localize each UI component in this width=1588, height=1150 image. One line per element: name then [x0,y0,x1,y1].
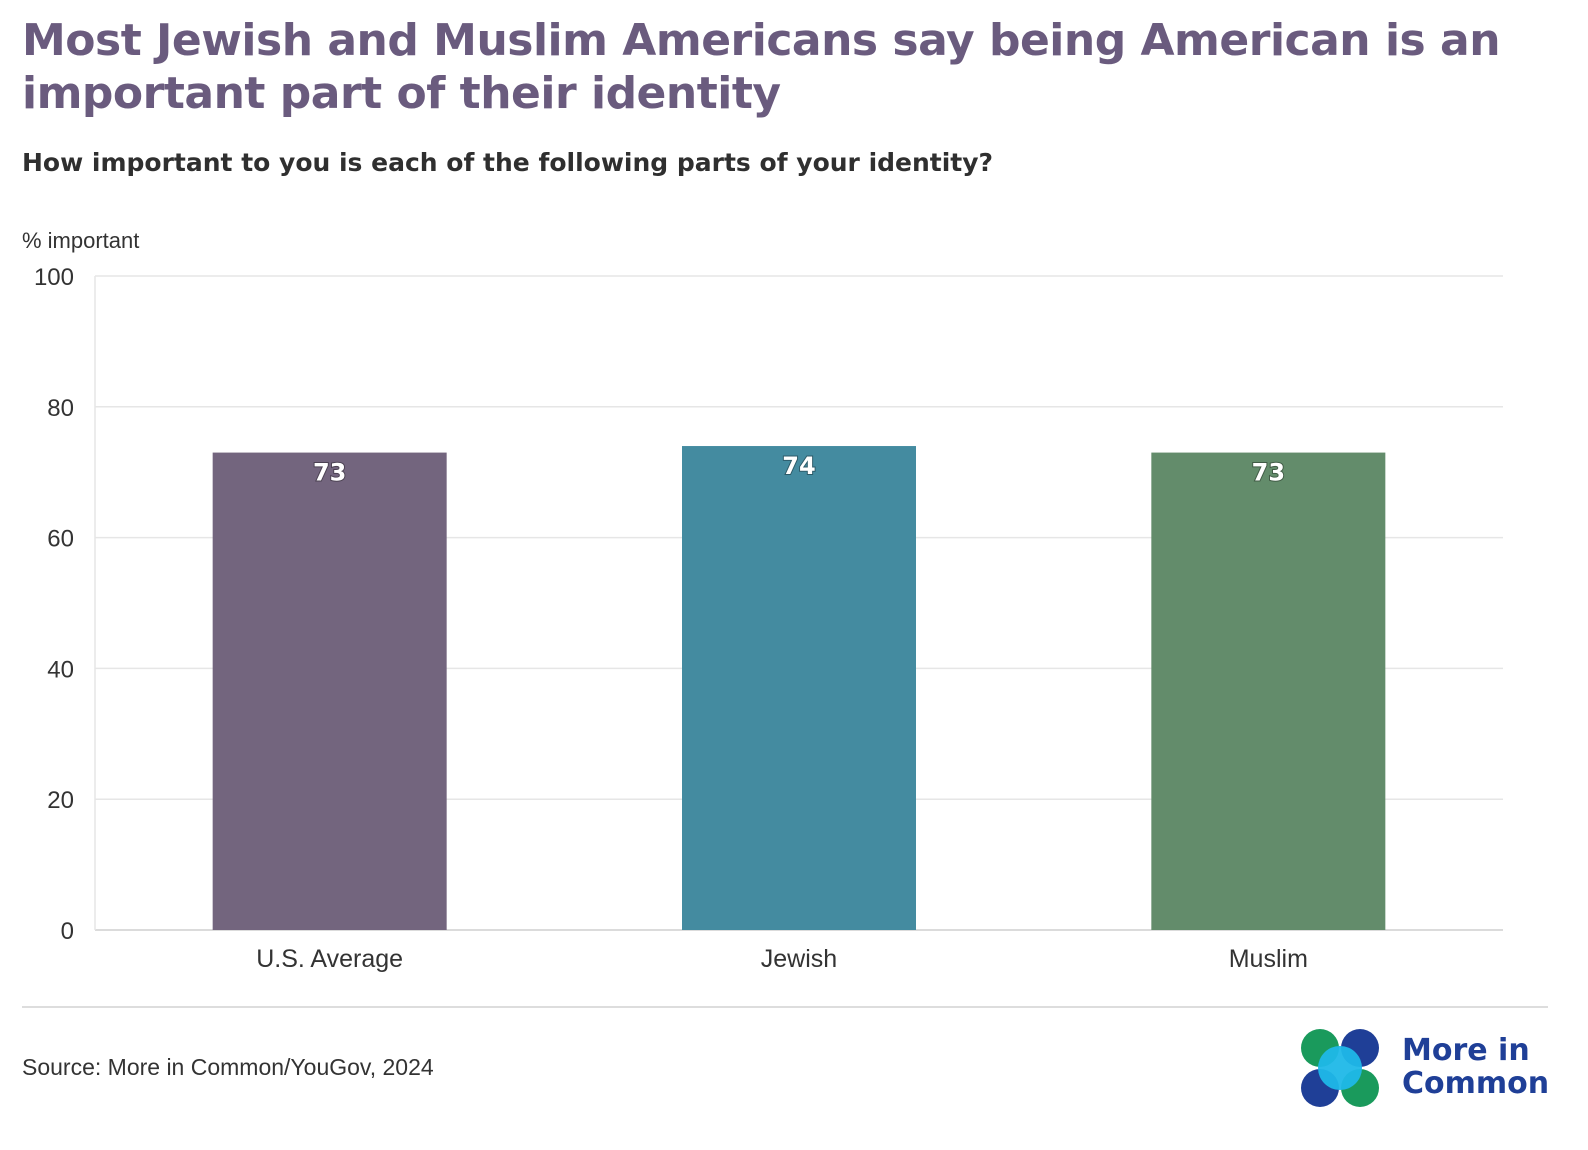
data-label: 74 [782,452,815,480]
y-tick-label: 80 [47,395,74,422]
footer-divider [22,1006,1548,1008]
y-axis-unit-label: % important [22,228,139,253]
logo-mark-icon [1301,1029,1379,1107]
bar-muslim [1151,452,1386,930]
x-axis-labels: U.S. Average Jewish Muslim [256,945,1308,973]
y-tick-label: 20 [47,787,74,814]
bar-jewish [682,446,916,930]
bars [212,446,1386,930]
chart-subtitle: How important to you is each of the foll… [22,148,994,177]
y-tick-label: 40 [47,656,74,683]
x-category-label: Muslim [1229,945,1308,973]
bar-chart: % important 0 20 40 60 80 100 73 74 73 U.S. Ave… [22,228,1503,973]
logo-line-2: Common [1402,1066,1550,1101]
data-labels: 73 74 73 [312,451,1286,488]
y-tick-label: 0 [61,918,74,945]
bar-u-s-average [212,452,447,930]
y-tick-label: 100 [34,264,74,291]
logo-wordmark: More in Common [1402,1034,1549,1100]
y-tick-label: 60 [47,526,74,553]
data-label: 73 [313,459,346,487]
data-label: 73 [1252,459,1285,487]
chart-title: Most Jewish and Muslim Americans say bei… [22,15,1501,119]
x-category-label: U.S. Average [256,945,403,973]
x-category-label: Jewish [761,945,837,973]
y-axis-ticks: 0 20 40 60 80 100 [34,264,74,945]
logo-line-1: More in [1402,1033,1530,1068]
source-note: Source: More in Common/YouGov, 2024 [22,1054,434,1080]
more-in-common-logo: More in Common [1298,1026,1549,1110]
